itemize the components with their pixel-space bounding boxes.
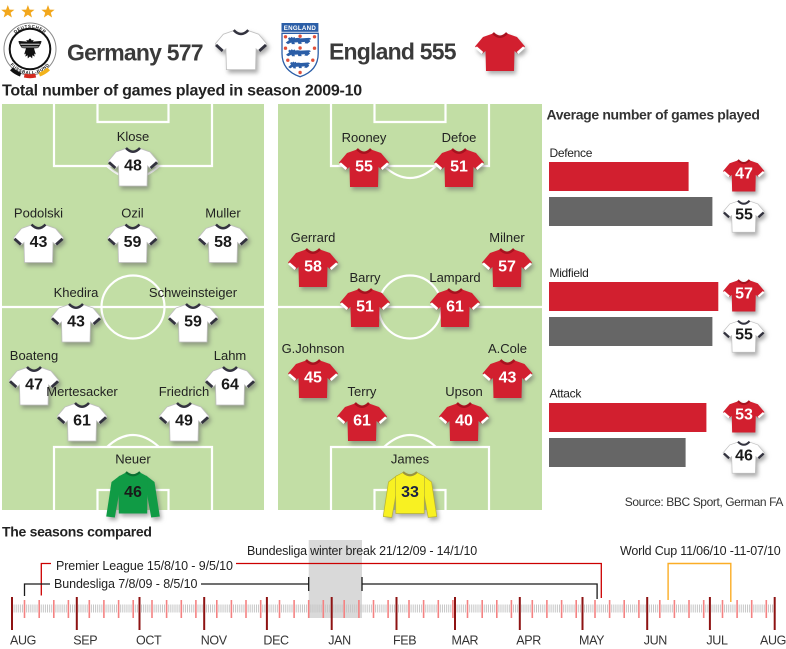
svg-text:46: 46 — [735, 447, 753, 464]
svg-text:49: 49 — [175, 413, 193, 430]
svg-text:FEB: FEB — [393, 634, 416, 648]
svg-text:Upson: Upson — [445, 384, 483, 399]
svg-text:Source: BBC Sport, German FA: Source: BBC Sport, German FA — [625, 495, 784, 509]
svg-text:Khedira: Khedira — [54, 285, 100, 300]
svg-text:Defence: Defence — [550, 146, 593, 160]
svg-text:Muller: Muller — [205, 206, 241, 221]
svg-text:58: 58 — [214, 234, 232, 251]
svg-text:James: James — [391, 452, 430, 467]
svg-text:AUG: AUG — [760, 634, 786, 648]
svg-text:JUL: JUL — [706, 634, 728, 648]
svg-text:Midfield: Midfield — [550, 266, 589, 280]
svg-text:APR: APR — [516, 634, 541, 648]
svg-text:Terry: Terry — [348, 384, 377, 399]
svg-text:SEP: SEP — [73, 634, 97, 648]
svg-text:Neuer: Neuer — [115, 452, 151, 467]
svg-text:Schweinsteiger: Schweinsteiger — [149, 285, 238, 300]
svg-text:Defoe: Defoe — [442, 130, 477, 145]
svg-text:64: 64 — [221, 377, 239, 394]
svg-text:AUG: AUG — [10, 634, 36, 648]
svg-text:Klose: Klose — [117, 129, 150, 144]
svg-text:Lahm: Lahm — [214, 348, 247, 363]
svg-text:DEC: DEC — [263, 634, 289, 648]
svg-text:43: 43 — [67, 314, 85, 331]
svg-text:World Cup 11/06/10 -11-07/10: World Cup 11/06/10 -11-07/10 — [620, 544, 781, 558]
svg-text:Ozil: Ozil — [121, 206, 144, 221]
svg-text:ENGLAND: ENGLAND — [284, 25, 317, 32]
svg-text:Germany 577: Germany 577 — [67, 40, 203, 66]
svg-text:OCT: OCT — [136, 634, 162, 648]
svg-text:40: 40 — [455, 413, 473, 430]
svg-text:Mertesacker: Mertesacker — [46, 384, 118, 399]
svg-text:Gerrard: Gerrard — [291, 230, 336, 245]
svg-text:58: 58 — [304, 259, 322, 276]
svg-text:57: 57 — [498, 259, 516, 276]
svg-text:Friedrich: Friedrich — [159, 384, 210, 399]
svg-text:JAN: JAN — [328, 634, 351, 648]
svg-text:Barry: Barry — [349, 270, 381, 285]
svg-text:Podolski: Podolski — [14, 206, 63, 221]
svg-text:61: 61 — [73, 413, 91, 430]
svg-text:Boateng: Boateng — [10, 348, 58, 363]
svg-text:59: 59 — [124, 234, 142, 251]
svg-text:51: 51 — [450, 159, 468, 176]
svg-text:55: 55 — [735, 206, 753, 223]
svg-text:59: 59 — [184, 314, 202, 331]
svg-text:NOV: NOV — [201, 634, 228, 648]
svg-text:The seasons compared: The seasons compared — [2, 524, 152, 540]
svg-text:Premier League 15/8/10 - 9/5/1: Premier League 15/8/10 - 9/5/10 — [56, 559, 233, 573]
svg-text:Lampard: Lampard — [429, 270, 480, 285]
svg-text:46: 46 — [124, 484, 142, 501]
svg-text:33: 33 — [401, 484, 419, 501]
svg-text:A.Cole: A.Cole — [488, 341, 527, 356]
svg-text:England 555: England 555 — [329, 39, 457, 65]
svg-text:Average number of games played: Average number of games played — [547, 107, 760, 123]
svg-text:Bundesliga winter break 21/12/: Bundesliga winter break 21/12/09 - 14/1/… — [247, 544, 477, 558]
svg-text:53: 53 — [735, 406, 753, 423]
svg-text:57: 57 — [735, 285, 753, 302]
svg-text:Rooney: Rooney — [342, 130, 387, 145]
svg-text:Milner: Milner — [489, 230, 525, 245]
svg-text:48: 48 — [124, 158, 142, 175]
svg-text:61: 61 — [446, 299, 464, 316]
svg-text:43: 43 — [499, 370, 517, 387]
svg-text:47: 47 — [25, 377, 43, 394]
svg-text:MAY: MAY — [579, 634, 605, 648]
svg-text:Total number of games played i: Total number of games played in season 2… — [2, 83, 362, 100]
svg-text:55: 55 — [735, 326, 753, 343]
svg-text:Attack: Attack — [550, 387, 583, 401]
svg-text:Bundesliga 7/8/09 - 8/5/10: Bundesliga 7/8/09 - 8/5/10 — [54, 577, 197, 591]
svg-text:JUN: JUN — [644, 634, 668, 648]
svg-text:43: 43 — [30, 234, 48, 251]
svg-text:61: 61 — [353, 413, 371, 430]
svg-text:51: 51 — [356, 299, 374, 316]
svg-text:47: 47 — [735, 165, 753, 182]
svg-text:45: 45 — [304, 370, 322, 387]
svg-text:MAR: MAR — [452, 634, 479, 648]
svg-text:55: 55 — [355, 159, 373, 176]
svg-text:G.Johnson: G.Johnson — [282, 341, 345, 356]
